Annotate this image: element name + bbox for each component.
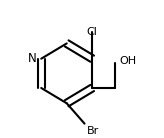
Text: N: N [27, 52, 36, 65]
Text: OH: OH [120, 56, 137, 66]
Text: Cl: Cl [87, 27, 98, 38]
Text: Br: Br [86, 126, 99, 136]
